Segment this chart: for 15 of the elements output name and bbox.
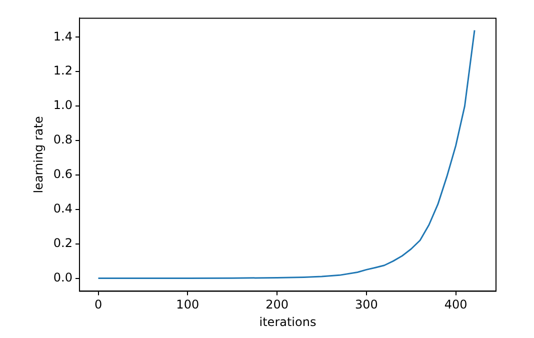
- y-tick-label: 1.2: [53, 64, 72, 78]
- y-tick-label: 0.2: [53, 236, 72, 250]
- x-tick-label: 200: [266, 298, 288, 312]
- x-tick-label: 400: [444, 298, 468, 312]
- y-tick-label: 1.4: [53, 29, 72, 44]
- y-axis-title: learning rate: [31, 116, 46, 194]
- y-tick-label: 0.4: [53, 202, 72, 216]
- x-axis-title: iterations: [259, 314, 316, 329]
- y-tick-label: 0.0: [53, 270, 72, 284]
- y-tick-label: 1.0: [53, 98, 72, 112]
- y-tick-label: 0.6: [53, 167, 72, 182]
- y-tick-label: 0.8: [53, 132, 72, 147]
- x-tick-label: 0: [94, 298, 102, 312]
- x-tick-label: 100: [176, 298, 200, 312]
- x-tick-label: 300: [354, 298, 378, 312]
